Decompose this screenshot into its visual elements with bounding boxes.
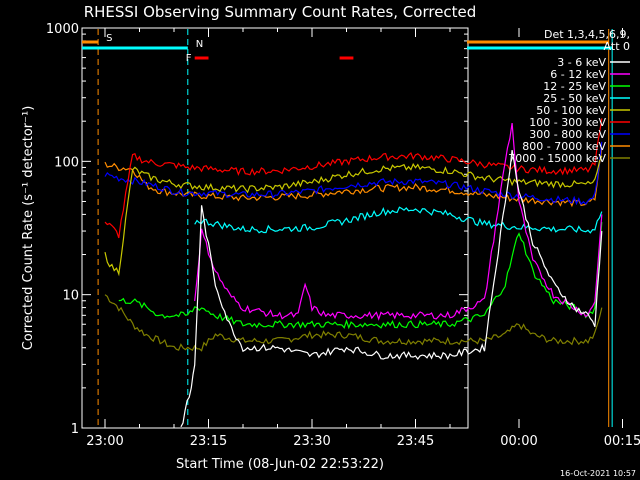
x-tick-label: 00:00 — [500, 434, 537, 449]
plot-area: 1 10 100 1000 23:00 23:15 23:30 23:45 00:00 00:15… — [46, 22, 640, 449]
legend-entry: 25 - 50 keV — [543, 92, 606, 105]
y-axis-label: Corrected Count Rate (s⁻¹ detector⁻¹) — [21, 106, 36, 351]
legend-title: Att 0 — [604, 40, 630, 53]
flare-label: F — [186, 53, 192, 64]
x-tick-label: 23:30 — [293, 434, 330, 449]
y-tick-label: 1 — [71, 422, 79, 437]
series-line — [180, 149, 603, 428]
x-tick-label: 23:15 — [190, 434, 227, 449]
series-line — [194, 206, 603, 234]
x-tick-label: 00:15 — [604, 434, 640, 449]
x-tick-label: 23:45 — [397, 434, 434, 449]
legend-entry: 12 - 25 keV — [543, 80, 606, 93]
plot-frame — [81, 27, 469, 429]
legend-entry: 7000 - 15000 keV — [508, 152, 606, 165]
flag-label: S — [106, 33, 112, 44]
y-tick-label: 10 — [62, 289, 79, 304]
legend-entry: 100 - 300 keV — [529, 116, 606, 129]
legend-title: Det 1,3,4,5,6,9, — [544, 28, 630, 41]
series-line — [104, 155, 603, 277]
timestamp: 16-Oct-2021 10:57 — [560, 469, 636, 478]
legend-entry: 3 - 6 keV — [557, 56, 606, 69]
flag-label: N — [196, 39, 203, 50]
legend-entry: 300 - 800 keV — [529, 128, 606, 141]
y-tick-label: 100 — [54, 155, 79, 170]
series-line — [104, 118, 603, 239]
series-line — [104, 294, 603, 352]
legend-entry: 6 - 12 keV — [550, 68, 606, 81]
chart-title: RHESSI Observing Summary Count Rates, Co… — [84, 3, 477, 21]
legend-entry: 50 - 100 keV — [536, 104, 606, 117]
x-tick-label: 23:00 — [86, 434, 123, 449]
y-tick-label: 1000 — [46, 22, 79, 37]
series-line — [194, 123, 603, 321]
series-line — [118, 222, 603, 330]
legend-entry: 800 - 7000 keV — [522, 140, 606, 153]
x-axis-label: Start Time (08-Jun-02 22:53:22) — [176, 457, 384, 472]
